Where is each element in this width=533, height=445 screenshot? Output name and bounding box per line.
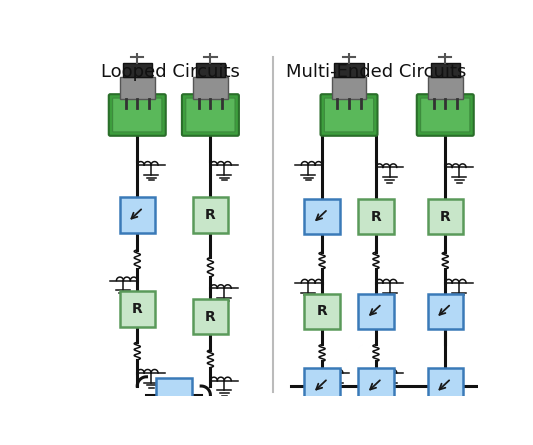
Bar (431, 63, 460, 77)
FancyBboxPatch shape (358, 294, 394, 329)
Bar (334, 63, 364, 77)
FancyBboxPatch shape (417, 94, 474, 136)
FancyBboxPatch shape (119, 198, 155, 233)
FancyBboxPatch shape (193, 198, 228, 233)
FancyBboxPatch shape (320, 94, 377, 136)
Bar (332, 77, 366, 99)
FancyBboxPatch shape (182, 94, 239, 136)
FancyBboxPatch shape (427, 368, 463, 404)
Bar (120, 77, 155, 99)
Text: R: R (440, 210, 450, 224)
Text: Looped Circuits: Looped Circuits (101, 63, 240, 81)
FancyBboxPatch shape (112, 98, 162, 132)
FancyBboxPatch shape (358, 368, 394, 404)
Bar (193, 77, 228, 99)
FancyBboxPatch shape (421, 98, 470, 132)
Text: R: R (317, 304, 327, 318)
Text: R: R (370, 210, 381, 224)
Text: R: R (205, 310, 216, 324)
Text: R: R (132, 302, 143, 316)
FancyBboxPatch shape (325, 98, 374, 132)
FancyBboxPatch shape (186, 98, 235, 132)
FancyBboxPatch shape (427, 294, 463, 329)
FancyBboxPatch shape (109, 94, 166, 136)
FancyBboxPatch shape (119, 291, 155, 327)
Text: R: R (205, 208, 216, 222)
FancyBboxPatch shape (358, 199, 394, 235)
FancyBboxPatch shape (304, 294, 340, 329)
FancyBboxPatch shape (304, 368, 340, 404)
Text: Multi-Ended Circuits: Multi-Ended Circuits (286, 63, 466, 81)
Bar (123, 63, 152, 77)
FancyBboxPatch shape (304, 199, 340, 235)
Bar (428, 77, 463, 99)
FancyBboxPatch shape (427, 199, 463, 235)
Bar (196, 63, 225, 77)
FancyBboxPatch shape (156, 377, 191, 413)
FancyBboxPatch shape (193, 299, 228, 335)
